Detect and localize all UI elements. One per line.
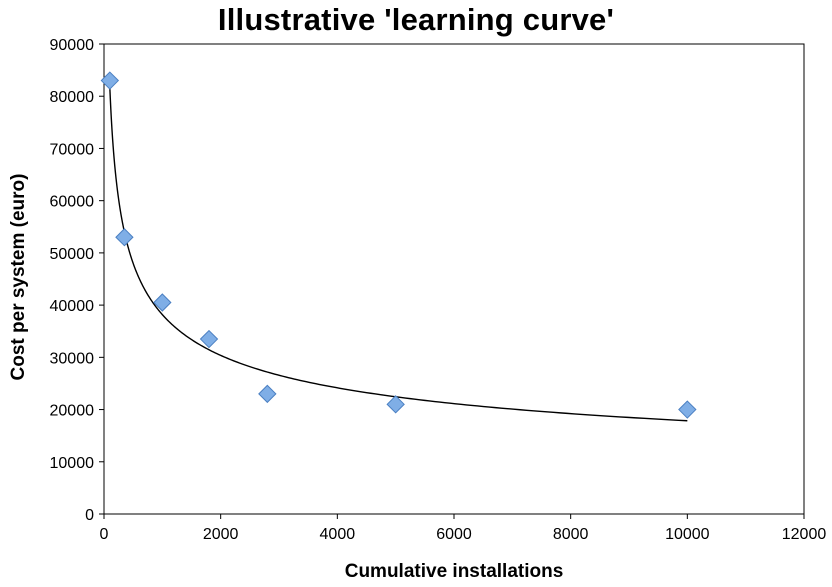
data-point-diamond [386, 395, 405, 414]
data-point-diamond [153, 293, 172, 312]
y-tick-label: 0 [85, 507, 94, 524]
data-point-diamond [199, 329, 219, 349]
data-point-diamond [100, 71, 120, 90]
y-tick-label: 60000 [50, 194, 95, 211]
x-tick-label: 10000 [665, 526, 710, 543]
x-tick-label: 12000 [782, 526, 827, 543]
x-axis-ticks: 0 2000 4000 6000 8000 10000 12000 [100, 514, 827, 543]
y-tick-label: 90000 [50, 37, 95, 54]
x-tick-label: 0 [100, 526, 109, 543]
chart-title: Illustrative 'learning curve' [217, 2, 615, 37]
y-tick-label: 50000 [50, 246, 95, 263]
y-tick-label: 30000 [50, 350, 95, 367]
x-tick-label: 8000 [553, 526, 589, 543]
y-tick-label: 80000 [50, 89, 95, 106]
y-tick-label: 10000 [50, 455, 95, 472]
y-axis-label: Cost per system (euro) [8, 173, 29, 381]
data-points [100, 71, 697, 419]
y-tick-label: 40000 [50, 298, 95, 315]
trendline [109, 87, 688, 422]
y-tick-label: 70000 [50, 141, 95, 158]
x-tick-label: 6000 [436, 526, 472, 543]
y-axis-ticks: 0 10000 20000 30000 40000 50000 60000 70000 8000… [50, 37, 104, 524]
x-axis-label: Cumulative installations [344, 561, 564, 582]
data-point-diamond [678, 400, 697, 419]
plot-area-frame [103, 43, 805, 515]
data-point-diamond [258, 384, 277, 404]
x-tick-label: 2000 [203, 526, 239, 543]
y-tick-label: 20000 [50, 403, 95, 420]
x-tick-label: 4000 [320, 526, 356, 543]
data-point-diamond [115, 228, 134, 247]
